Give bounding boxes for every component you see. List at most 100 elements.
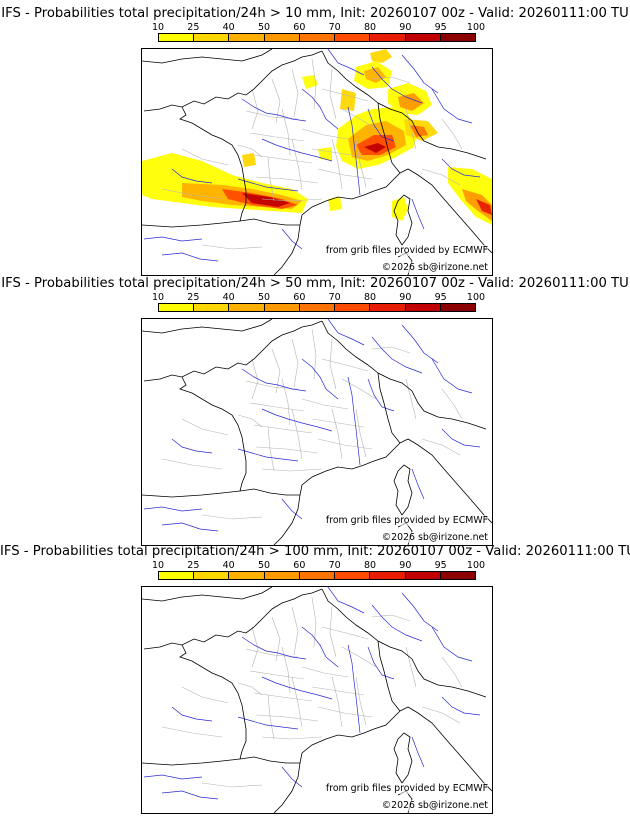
department-border <box>253 692 313 702</box>
panel-title: IFS - Probabilities total precipitation/… <box>0 544 630 559</box>
river <box>143 236 203 242</box>
coastline <box>143 50 323 112</box>
colorbar-tick-label: 60 <box>293 560 306 571</box>
colorbar-tick-label: 95 <box>434 22 447 33</box>
river <box>261 408 333 432</box>
river <box>371 336 423 374</box>
department-border <box>249 402 305 412</box>
department-border <box>249 670 305 680</box>
river <box>431 88 473 124</box>
probability-contour <box>364 67 386 83</box>
coastline <box>399 168 492 254</box>
coastline <box>377 372 487 430</box>
coastline <box>143 588 323 650</box>
department-border <box>317 706 373 718</box>
department-border <box>371 614 411 622</box>
colorbar-swatch <box>264 304 300 311</box>
river <box>241 368 307 392</box>
colorbar-tick-label: 25 <box>187 292 200 303</box>
department-border <box>161 726 223 738</box>
colorbar-tick-label: 40 <box>222 292 235 303</box>
department-border <box>311 686 365 696</box>
river <box>371 604 423 642</box>
department-border <box>245 648 299 658</box>
probability-contour <box>242 193 290 207</box>
river <box>261 138 333 162</box>
copyright-credit: ©2026 sb@irizone.net <box>381 262 488 273</box>
river <box>237 178 299 192</box>
department-border <box>237 682 263 696</box>
river <box>241 98 307 122</box>
probability-contour <box>302 75 318 89</box>
coastline <box>299 710 401 764</box>
coastline <box>239 436 247 492</box>
coastline <box>179 644 243 706</box>
coastline <box>321 320 379 374</box>
river <box>327 49 365 76</box>
colorbar <box>158 571 476 580</box>
colorbar-swatch <box>194 572 230 579</box>
river <box>367 378 395 412</box>
colorbar-tick-label: 90 <box>399 560 412 571</box>
coastline <box>377 102 401 174</box>
colorbar-labels: 10 25 40 50 60 70 80 90 95 100 <box>152 560 485 571</box>
river <box>411 468 425 500</box>
river <box>171 706 213 722</box>
department-border <box>255 176 319 184</box>
colorbar-tick-label: 80 <box>363 292 377 303</box>
probability-contour <box>462 189 492 221</box>
river <box>301 88 339 130</box>
river <box>401 324 439 364</box>
copyright-credit: ©2026 sb@irizone.net <box>381 532 488 543</box>
department-border <box>421 706 461 724</box>
coastline <box>239 218 300 226</box>
department-border <box>311 58 317 110</box>
map-canvas <box>142 319 492 545</box>
river <box>281 228 303 250</box>
coastline <box>273 762 301 813</box>
department-border <box>271 616 281 662</box>
coastline <box>299 172 401 226</box>
department-border <box>201 244 263 250</box>
department-border <box>291 606 299 656</box>
river <box>301 358 339 400</box>
colorbar-tick-label: 50 <box>257 22 271 33</box>
department-border <box>341 378 377 400</box>
map-canvas <box>142 49 492 275</box>
river <box>401 592 439 632</box>
colorbar-swatch <box>405 572 441 579</box>
river <box>371 66 423 104</box>
department-border <box>255 446 319 454</box>
colorbar-swatch <box>405 34 441 41</box>
probability-contour <box>476 199 492 215</box>
river <box>327 587 365 614</box>
colorbar-tick-label: 95 <box>434 560 447 571</box>
colorbar <box>158 303 476 312</box>
department-border <box>405 646 417 688</box>
department-border <box>291 338 299 388</box>
department-border <box>317 438 373 450</box>
coastline <box>142 758 241 766</box>
department-border <box>355 138 367 188</box>
department-border <box>441 118 463 150</box>
river <box>301 626 339 668</box>
colorbar-tick-label: 50 <box>257 292 271 303</box>
department-border <box>237 144 263 158</box>
coastline <box>179 376 243 438</box>
department-border <box>255 714 319 722</box>
colorbar-tick-label: 25 <box>187 22 200 33</box>
river <box>143 774 203 780</box>
department-border <box>301 666 349 678</box>
precipitation-probability-layer <box>142 49 492 225</box>
map-frame: from grib files provided by ECMWF ©2026 … <box>141 318 493 546</box>
colorbar-tick-label: 50 <box>257 560 271 571</box>
coastline <box>377 640 401 712</box>
colorbar-swatch <box>229 572 265 579</box>
probability-contour <box>242 153 256 167</box>
coastline <box>321 50 379 104</box>
colorbar-tick-label: 100 <box>466 22 486 33</box>
colorbar-swatch <box>440 572 475 579</box>
probability-contour <box>328 197 342 211</box>
colorbar-swatch <box>159 34 195 41</box>
department-border <box>161 188 223 200</box>
